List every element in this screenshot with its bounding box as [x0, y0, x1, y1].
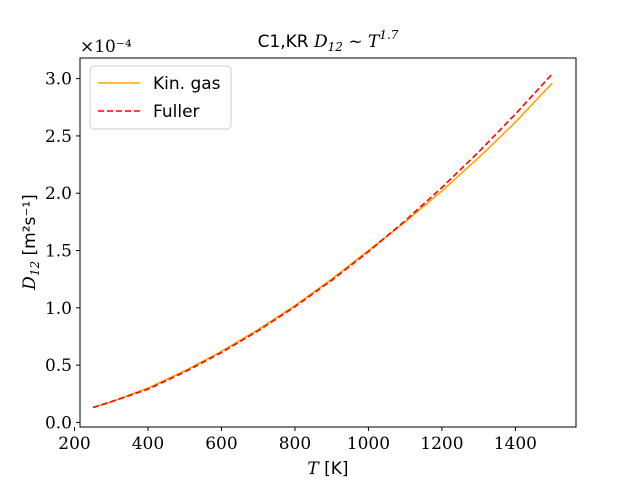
series-line-kin-gas: [92, 82, 553, 409]
title-math-sup: 1.7: [379, 28, 398, 42]
x-tick-label: 800: [279, 434, 311, 454]
y-label-var: D: [20, 276, 40, 291]
y-tick-label: 1.5: [45, 242, 72, 262]
title-math-sub: 12: [328, 40, 343, 54]
title-math-mid: ~ T: [343, 32, 381, 52]
y-offset-text: ×10⁻⁴: [80, 37, 132, 57]
x-tick-label: 1000: [347, 434, 390, 454]
y-tick-label: 2.5: [45, 127, 72, 147]
y-tick-label: 0.0: [45, 413, 72, 433]
legend: Kin. gas Fuller: [89, 65, 232, 130]
title-prefix: C1,KR: [258, 32, 314, 52]
y-tick-label: 0.5: [45, 356, 72, 376]
y-tick-label: 3.0: [45, 70, 72, 90]
x-tick-label: 1400: [494, 434, 537, 454]
legend-label-fuller: Fuller: [153, 102, 200, 122]
x-axis-label: T [K]: [307, 459, 348, 479]
y-tick-label: 1.0: [45, 299, 72, 319]
series-line-fuller: [92, 73, 553, 409]
y-label-unit: [m²s⁻¹]: [20, 194, 40, 261]
legend-box: [89, 65, 232, 130]
y-axis-ticks: 0.0 0.5 1.0 1.5 2.0 2.5 3.0: [45, 70, 80, 433]
x-tick-label: 600: [205, 434, 237, 454]
y-tick-label: 2.0: [45, 184, 72, 204]
legend-label-kin-gas: Kin. gas: [153, 74, 221, 94]
x-tick-label: 1200: [420, 434, 463, 454]
x-tick-label: 400: [132, 434, 164, 454]
chart-title: C1,KR D12 ~ T1.7: [258, 28, 399, 54]
plot-frame: [79, 57, 577, 428]
title-math-d: D: [313, 32, 328, 52]
x-tick-label: 200: [58, 434, 90, 454]
plot-lines: [92, 73, 553, 409]
y-label-sub: 12: [28, 261, 42, 276]
x-label-unit: [K]: [319, 459, 349, 479]
y-axis-label: D12 [m²s⁻¹]: [20, 194, 42, 291]
x-axis-ticks: 200 400 600 800 1000 1200 1400: [58, 427, 537, 454]
x-label-var: T: [307, 459, 320, 479]
